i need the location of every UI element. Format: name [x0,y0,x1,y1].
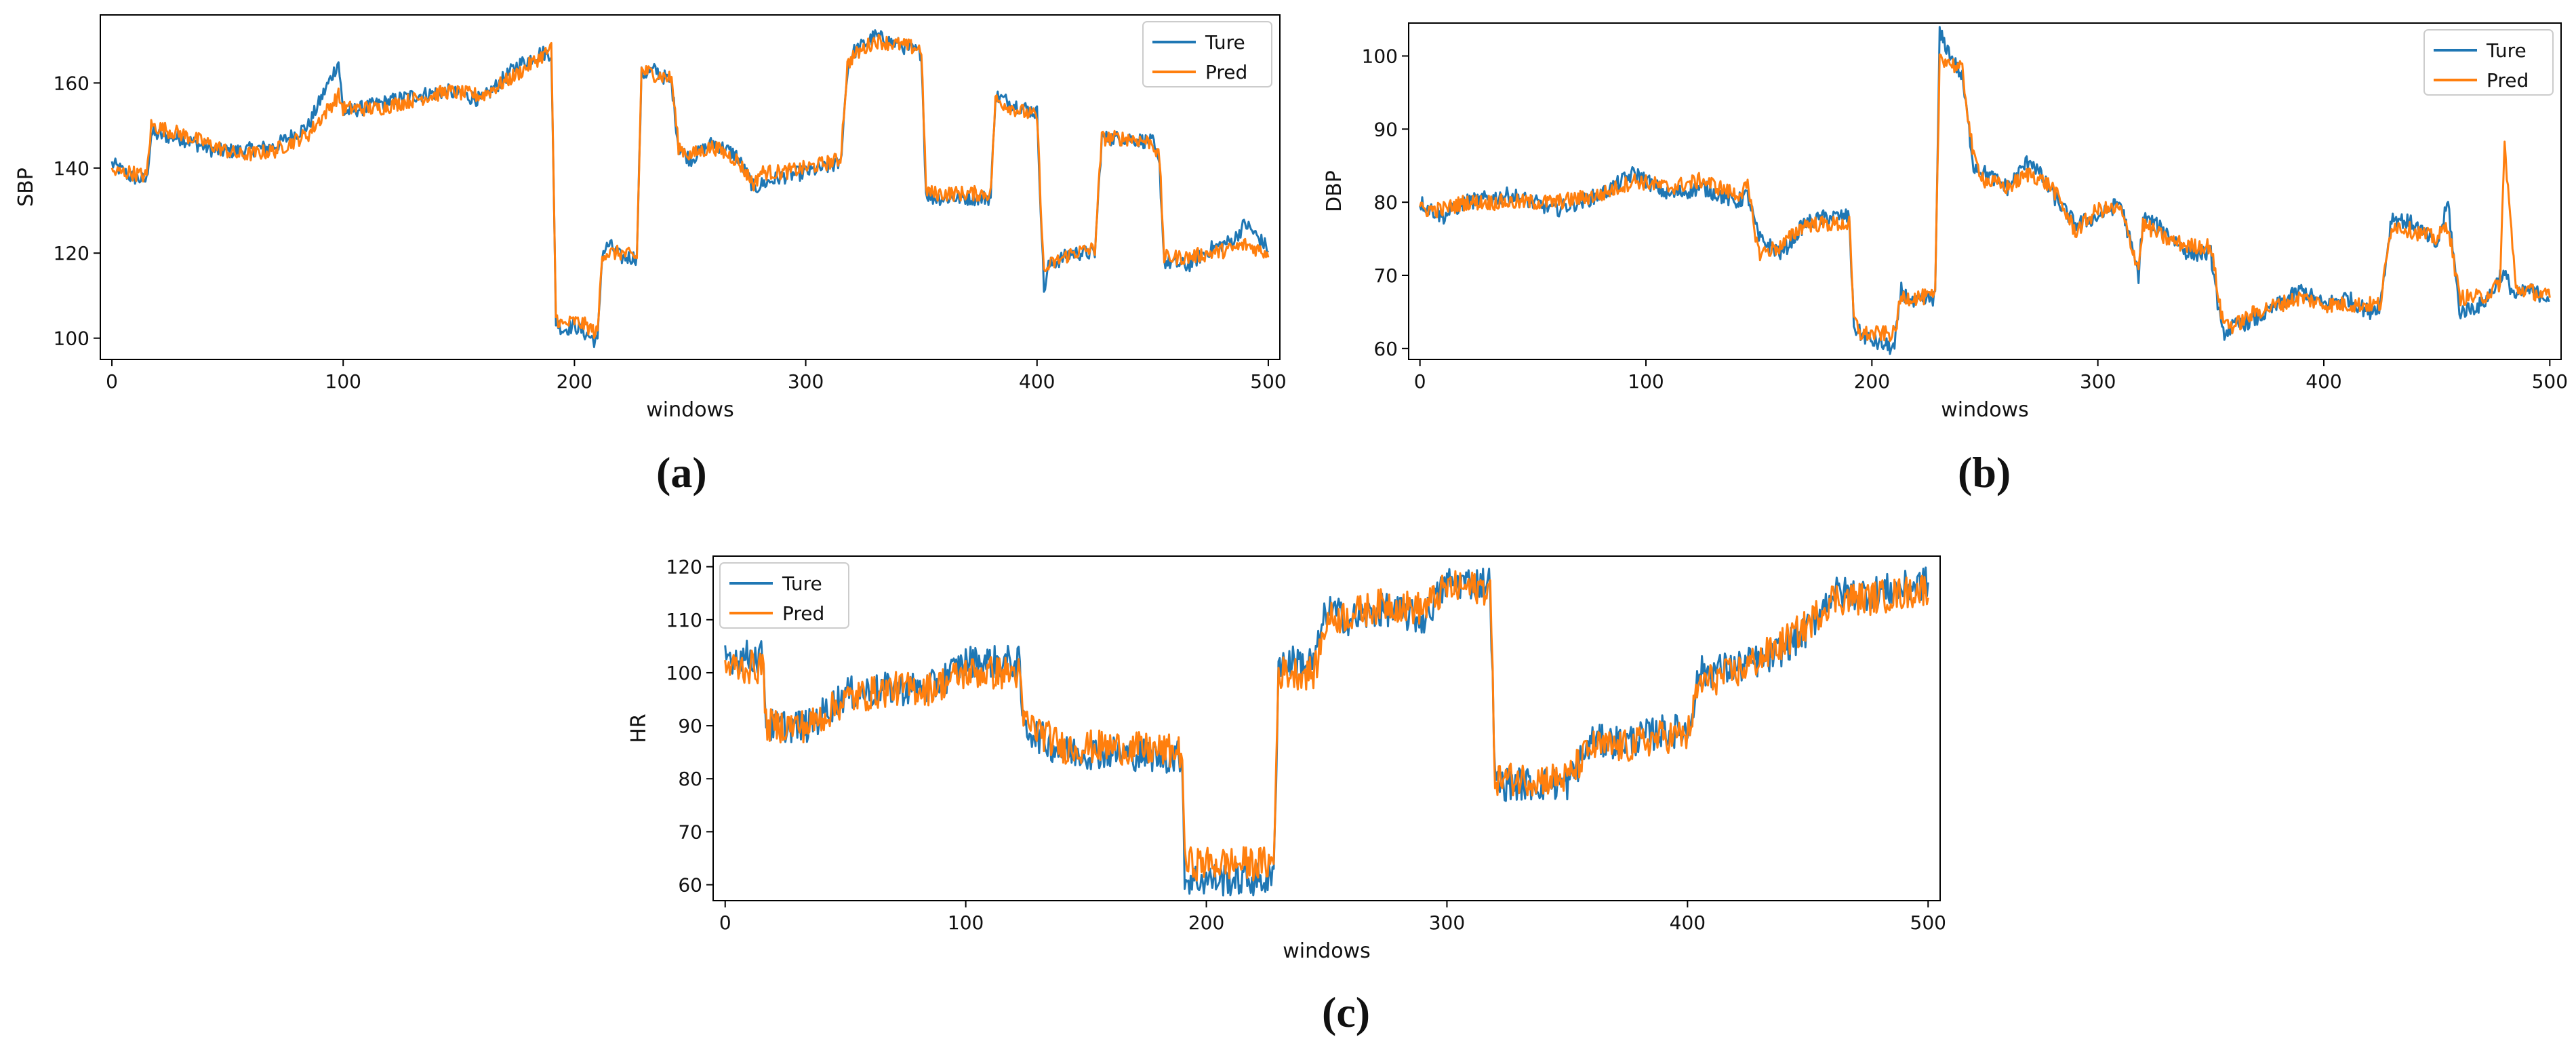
legend-label-b-pred: Pred [2487,69,2529,92]
x-tick-label-a: 500 [1250,370,1286,393]
legend-label-c-ture: Ture [782,572,822,595]
x-tick-label-c: 100 [948,911,984,934]
legend-label-a-ture: Ture [1205,31,1245,54]
x-tick-label-c: 0 [719,911,731,934]
series-line-b-ture [1419,26,2550,355]
y-axis-label-c: HR [627,713,651,743]
y-tick-label-c: 70 [678,821,702,843]
x-tick-label-c: 500 [1910,911,1946,934]
panel-label-c: (c) [1322,988,1371,1036]
panel-label-a: (a) [656,448,707,496]
y-tick-label-a: 120 [54,242,89,264]
y-tick-label-a: 100 [54,328,89,350]
x-axis-label-b: windows [1941,398,2028,422]
axes-frame-c [712,555,1941,901]
x-tick-label-a: 100 [325,370,361,393]
y-tick-label-b: 90 [1373,118,1398,140]
legend-label-c-pred: Pred [782,602,824,625]
series-line-c-pred [724,570,1929,882]
legend-label-b-ture: Ture [2486,39,2527,62]
legend-label-a-pred: Pred [1205,61,1247,83]
x-tick-label-b: 500 [2532,370,2568,393]
y-tick-label-a: 140 [54,157,89,180]
y-axis-label-a: SBP [14,168,38,207]
panel-label-b: (b) [1958,448,2011,496]
y-tick-label-c: 60 [678,874,702,897]
x-tick-label-b: 100 [1628,370,1664,393]
x-tick-label-b: 300 [2080,370,2116,393]
x-tick-label-a: 0 [106,370,118,393]
y-tick-label-c: 100 [666,662,702,684]
y-tick-label-a: 160 [54,72,89,94]
x-tick-label-a: 300 [788,370,824,393]
y-tick-label-b: 70 [1373,264,1398,287]
y-tick-label-b: 60 [1373,338,1398,360]
x-axis-label-a: windows [646,398,733,422]
series-line-a-pred [110,33,1270,339]
y-tick-label-c: 80 [678,768,702,790]
y-tick-label-b: 100 [1362,45,1398,68]
series-line-b-pred [1419,53,2551,342]
x-axis-label-c: windows [1283,939,1370,963]
x-tick-label-a: 200 [557,370,592,393]
axes-frame-b [1408,22,2562,360]
x-tick-label-c: 400 [1670,911,1706,934]
axes-frame-a [100,14,1281,360]
x-tick-label-a: 400 [1019,370,1055,393]
y-axis-label-b: DBP [1323,170,1346,212]
x-tick-label-b: 0 [1414,370,1426,393]
y-tick-label-c: 90 [678,715,702,737]
y-tick-label-c: 110 [666,609,702,631]
x-tick-label-b: 200 [1854,370,1890,393]
y-tick-label-c: 120 [666,556,702,579]
y-tick-label-b: 80 [1373,191,1398,214]
x-tick-label-c: 300 [1429,911,1465,934]
series-line-a-ture [110,29,1270,349]
x-tick-label-b: 400 [2306,370,2341,393]
x-tick-label-c: 200 [1188,911,1224,934]
